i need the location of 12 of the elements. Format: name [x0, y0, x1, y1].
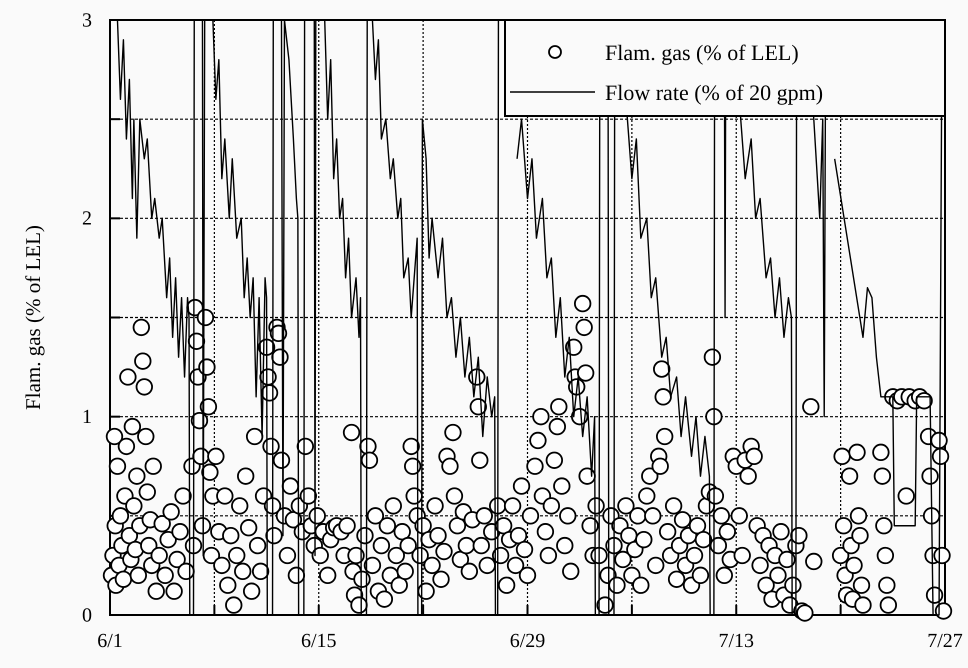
y-tick-label: 0 [82, 604, 92, 626]
y-tick-label: 1 [82, 406, 92, 428]
x-tick-label: 6/15 [300, 630, 337, 652]
y-tick-label: 2 [82, 208, 92, 230]
x-tick-label: 7/27 [927, 630, 963, 652]
x-tick-label: 7/13 [718, 630, 754, 652]
legend-label: Flow rate (% of 20 gpm) [605, 80, 824, 105]
x-tick-label: 6/1 [97, 630, 123, 652]
y-tick-label: 3 [82, 9, 92, 32]
legend-label: Flam. gas (% of LEL) [605, 40, 799, 65]
y-axis-title: Flam. gas (% of LEL) [21, 225, 45, 410]
x-tick-label: 6/29 [510, 630, 546, 652]
